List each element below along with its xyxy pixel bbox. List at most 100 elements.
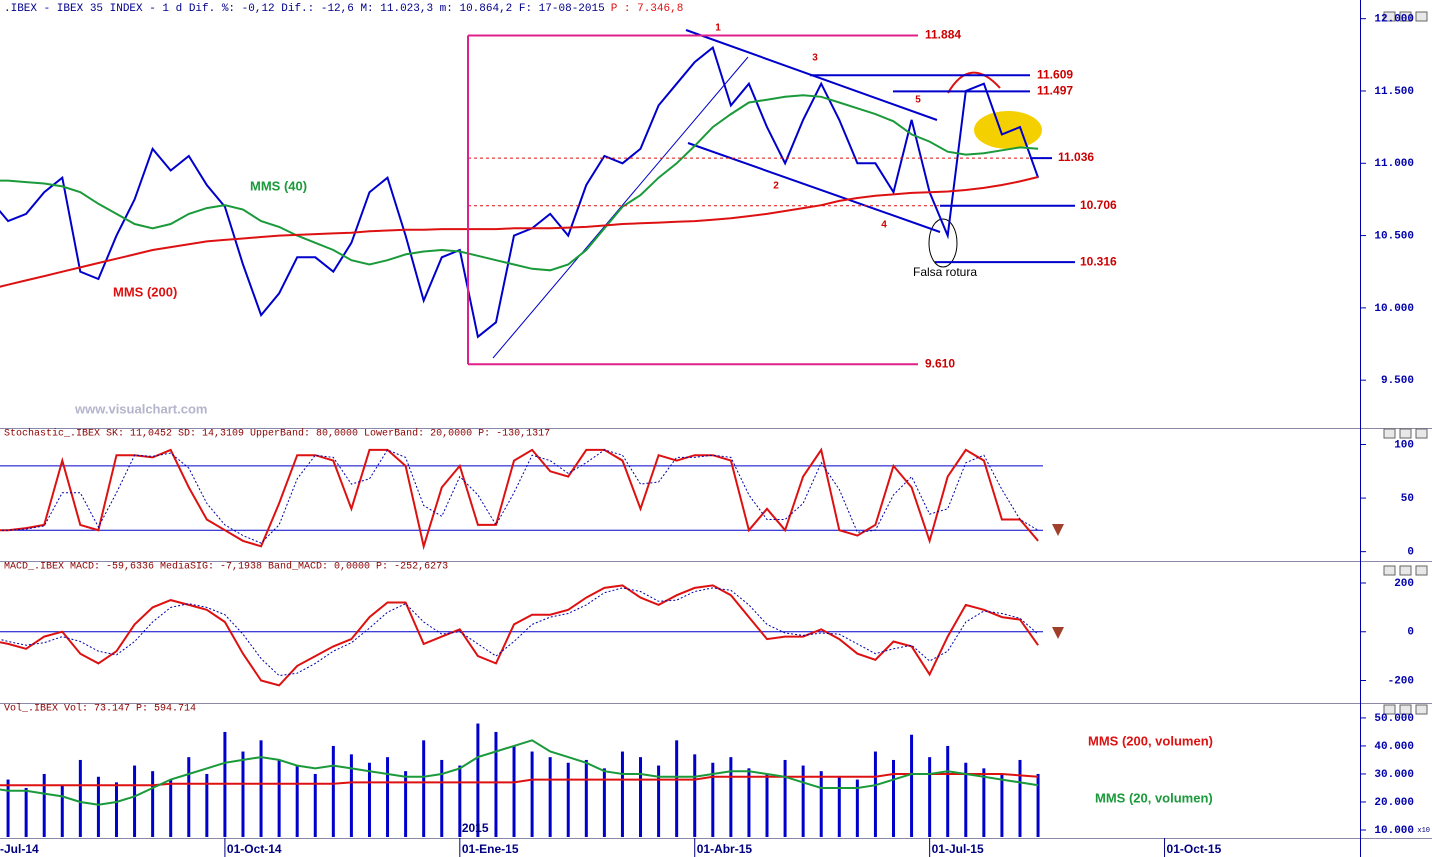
maximize-button[interactable] [1399, 428, 1412, 439]
wave-label: 2 [773, 181, 779, 192]
volume-bar [114, 782, 118, 837]
x-tick-label: 01-Ene-15 [462, 842, 519, 856]
volume-bar [711, 762, 715, 837]
volume-bar [494, 731, 498, 837]
volume-bar [476, 723, 480, 837]
level-label: 11.036 [1058, 150, 1094, 164]
y-tick-label: 20.000 [1374, 797, 1414, 809]
panel-title: MACD_.IBEX MACD: -59,6336 MediaSIG: -7,1… [4, 561, 448, 573]
minimize-button[interactable] [1383, 11, 1396, 22]
level-label: 9.610 [925, 356, 955, 370]
y-tick-label: 30.000 [1374, 769, 1414, 781]
volume-bar [693, 754, 697, 837]
volume-bar [602, 768, 606, 837]
close-button[interactable] [1415, 704, 1428, 715]
level-label: 10.316 [1080, 254, 1117, 268]
y-tick-label: 0 [1407, 627, 1414, 639]
volume-bar [404, 771, 408, 837]
y-tick-label: 40.000 [1374, 741, 1414, 753]
series-name: MMS (40) [250, 178, 307, 193]
highlight-ellipse [974, 111, 1042, 149]
series-line [0, 584, 1039, 687]
signal-arrow [1052, 524, 1064, 536]
wave-label: 1 [715, 23, 721, 34]
y-tick-label: 10.000 [1374, 825, 1414, 837]
volume-bar [367, 762, 371, 837]
top-arc [947, 71, 1001, 94]
close-button[interactable] [1415, 428, 1428, 439]
y-tick-label: 50 [1401, 493, 1414, 505]
volume-bar [349, 754, 353, 837]
maximize-button[interactable] [1399, 11, 1412, 22]
volume-bar [133, 765, 137, 837]
volume-bar [169, 779, 173, 837]
header-title: .IBEX - IBEX 35 INDEX - 1 d Dif. %: -0,1… [4, 3, 605, 15]
volume-bar [765, 773, 769, 837]
trend-line [492, 56, 749, 359]
minimize-button[interactable] [1383, 704, 1396, 715]
volume-bar [946, 745, 950, 837]
x-tick-label: 01-Oct-15 [1167, 842, 1222, 856]
volume-bar [548, 757, 552, 837]
volume-bar [837, 776, 841, 837]
series-line [0, 587, 1039, 677]
volume-bar [78, 759, 82, 837]
y-tick-label: 100 [1394, 439, 1414, 451]
volume-bar [24, 787, 28, 837]
close-button[interactable] [1415, 565, 1428, 576]
volume-bar [422, 740, 426, 837]
volume-bar [910, 734, 914, 837]
series-name: MMS (20, volumen) [1095, 790, 1213, 805]
volume-bar [1036, 773, 1040, 837]
maximize-button[interactable] [1399, 565, 1412, 576]
y-tick-label: 10.000 [1374, 303, 1414, 315]
series-line [0, 94, 1039, 272]
false-break-ellipse [928, 218, 958, 268]
volume-bar [801, 765, 805, 837]
x-tick-label: -Jul-14 [0, 842, 39, 856]
minimize-button[interactable] [1383, 428, 1396, 439]
volume-bar [584, 759, 588, 837]
volume-bar [783, 759, 787, 837]
y-tick-label: 9.500 [1381, 375, 1414, 387]
y-tick-label: 11.500 [1374, 86, 1414, 98]
y-tick-label: 0 [1407, 547, 1414, 559]
series-line [0, 739, 1039, 806]
series-line [0, 176, 1039, 288]
panel-title: Stochastic_.IBEX SK: 11,0452 SD: 14,3109… [4, 428, 550, 440]
volume-bar [205, 773, 209, 837]
volume-bar [277, 759, 281, 837]
volume-bar [187, 757, 191, 837]
signal-arrow [1052, 627, 1064, 639]
level-label: 11.609 [1037, 67, 1073, 81]
x-tick-label: 01-Jul-15 [932, 842, 984, 856]
y-tick-label: 50.000 [1374, 713, 1414, 725]
volume-bar [855, 779, 859, 837]
volume-bar [6, 779, 10, 837]
y-tick-label: 12.000 [1374, 14, 1414, 26]
volume-bar [259, 740, 263, 837]
volume-bar [892, 759, 895, 837]
volume-bar [440, 759, 444, 837]
wave-label: 3 [812, 53, 818, 64]
volume-bar [295, 765, 299, 837]
level-label: 10.706 [1080, 198, 1117, 212]
panel-title: Vol_.IBEX Vol: 73.147 P: 594.714 [4, 703, 196, 715]
volume-bar [639, 757, 643, 837]
level-label: 11.884 [925, 28, 961, 42]
series-name: MMS (200) [113, 284, 177, 299]
volume-bar [96, 776, 100, 837]
series-line [0, 773, 1039, 787]
close-button[interactable] [1415, 11, 1428, 22]
volume-bar [512, 745, 516, 837]
volume-bar [60, 785, 64, 837]
window-buttons[interactable] [1383, 11, 1428, 715]
maximize-button[interactable] [1399, 704, 1412, 715]
minimize-button[interactable] [1383, 565, 1396, 576]
level-label: 11.497 [1037, 84, 1073, 98]
volume-bar [42, 773, 46, 837]
volume-bar [747, 768, 751, 837]
year-label: 2015 [462, 821, 489, 835]
